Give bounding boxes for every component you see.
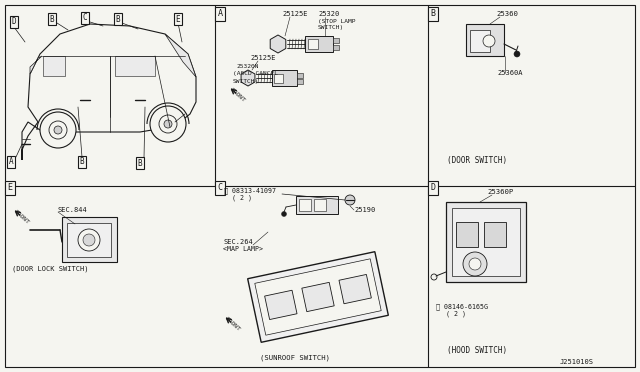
Text: 25360P: 25360P <box>487 189 513 195</box>
Text: B: B <box>116 15 120 23</box>
Text: 25125E: 25125E <box>250 55 275 61</box>
Text: SWITCH): SWITCH) <box>233 78 259 83</box>
Text: 25360: 25360 <box>496 11 518 17</box>
Polygon shape <box>265 290 297 320</box>
Circle shape <box>159 115 177 133</box>
Bar <box>333 45 339 50</box>
Polygon shape <box>241 70 255 86</box>
Text: 25360A: 25360A <box>497 70 522 76</box>
Text: 25320N: 25320N <box>236 64 259 70</box>
Text: ( 2 ): ( 2 ) <box>446 311 466 317</box>
Polygon shape <box>115 56 155 76</box>
Text: FRONT: FRONT <box>228 87 246 104</box>
Bar <box>62 217 117 262</box>
Polygon shape <box>302 282 334 312</box>
Circle shape <box>83 234 95 246</box>
Polygon shape <box>22 24 196 160</box>
Circle shape <box>49 121 67 139</box>
Text: (HOOD SWITCH): (HOOD SWITCH) <box>447 346 507 355</box>
Text: (SUNROOF SWITCH): (SUNROOF SWITCH) <box>260 355 330 361</box>
Text: SWITCH): SWITCH) <box>318 26 344 31</box>
Bar <box>466 24 504 56</box>
Text: A: A <box>218 10 223 19</box>
Text: (STOP LAMP: (STOP LAMP <box>318 19 355 23</box>
Text: ( 2 ): ( 2 ) <box>232 195 252 201</box>
Bar <box>274 74 283 83</box>
Circle shape <box>514 51 520 57</box>
Text: 25125E: 25125E <box>282 11 307 17</box>
Text: B: B <box>50 15 54 23</box>
Text: SEC.844: SEC.844 <box>58 207 88 213</box>
Text: J251010S: J251010S <box>560 359 594 365</box>
Polygon shape <box>255 259 381 335</box>
Text: E: E <box>8 183 13 192</box>
Bar <box>297 79 303 84</box>
Bar <box>333 38 339 43</box>
Bar <box>272 70 297 86</box>
Bar <box>452 208 520 276</box>
Circle shape <box>164 120 172 128</box>
Bar <box>456 222 478 247</box>
Text: B: B <box>431 10 435 19</box>
Text: D: D <box>12 17 16 26</box>
Text: E: E <box>176 15 180 23</box>
Bar <box>484 222 506 247</box>
Circle shape <box>40 112 76 148</box>
Bar <box>470 30 490 52</box>
Text: (DOOR SWITCH): (DOOR SWITCH) <box>447 155 507 164</box>
Polygon shape <box>30 56 42 74</box>
Text: FRONT: FRONT <box>223 317 241 333</box>
Text: A: A <box>9 157 13 167</box>
Text: Ⓢ 08146-6165G: Ⓢ 08146-6165G <box>436 304 488 310</box>
Circle shape <box>345 195 355 205</box>
Circle shape <box>150 106 186 142</box>
Polygon shape <box>165 34 196 77</box>
Text: (ASCD CANCEL: (ASCD CANCEL <box>233 71 278 77</box>
Circle shape <box>469 258 481 270</box>
Bar <box>67 223 111 257</box>
Polygon shape <box>248 252 388 342</box>
Text: D: D <box>431 183 435 192</box>
Text: (DOOR LOCK SWITCH): (DOOR LOCK SWITCH) <box>12 266 88 272</box>
Bar <box>296 196 338 214</box>
Circle shape <box>54 126 62 134</box>
Circle shape <box>431 274 437 280</box>
Bar <box>305 36 333 52</box>
Polygon shape <box>43 56 65 76</box>
Polygon shape <box>339 275 371 304</box>
Text: B: B <box>80 157 84 167</box>
Bar <box>446 202 526 282</box>
Text: Ⓢ 08313-41097: Ⓢ 08313-41097 <box>224 188 276 194</box>
Circle shape <box>282 212 287 217</box>
Text: 25190: 25190 <box>354 207 375 213</box>
Text: B: B <box>138 158 142 167</box>
Circle shape <box>463 252 487 276</box>
Text: <MAP LAMP>: <MAP LAMP> <box>223 246 263 252</box>
Bar <box>314 199 326 211</box>
Text: FRONT: FRONT <box>13 209 30 226</box>
Circle shape <box>78 229 100 251</box>
Bar <box>308 39 318 49</box>
Text: C: C <box>83 13 87 22</box>
Text: SEC.264: SEC.264 <box>223 239 253 245</box>
Text: C: C <box>218 183 223 192</box>
Bar <box>297 73 303 78</box>
Polygon shape <box>270 35 286 53</box>
Circle shape <box>483 35 495 47</box>
Bar <box>299 199 311 211</box>
Text: 25320: 25320 <box>318 11 339 17</box>
